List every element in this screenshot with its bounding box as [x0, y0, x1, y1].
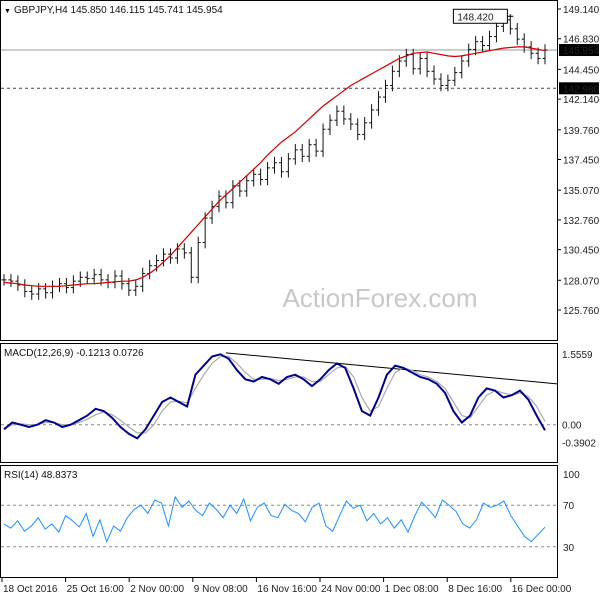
- support-price-label: 142.980: [563, 84, 600, 95]
- macd-tick-label: 0.00: [562, 421, 582, 432]
- symbol-menu-icon[interactable]: ▼: [4, 8, 11, 15]
- time-tick-label: 9 Nov 08:00: [194, 584, 248, 595]
- price-tick-label: 144.450: [563, 65, 600, 76]
- macd-signal-line: [3, 355, 546, 434]
- time-tick-label: 24 Nov 00:00: [321, 584, 381, 595]
- price-tick-label: 137.450: [563, 156, 600, 167]
- macd-panel-border: [0, 343, 558, 463]
- time-axis: 18 Oct 2016 25 Oct 16:00 2 Nov 00:00 9 Nov …: [1, 578, 572, 595]
- price-panel-border: [0, 0, 558, 341]
- price-tick-label: 132.760: [563, 216, 600, 227]
- macd-axis: 1.5559 0.00 -0.3902: [562, 350, 596, 449]
- current-price-tag: [559, 44, 599, 57]
- time-tick-label: 2 Nov 00:00: [130, 584, 184, 595]
- rsi-axis: 100 70 30: [563, 470, 580, 554]
- price-axis: 149.140 146.830 144.450 142.140 139.760 137.4…: [557, 5, 600, 317]
- price-tick-label: 146.830: [563, 35, 600, 46]
- rsi-panel-title: RSI(14) 48.8373: [4, 470, 78, 481]
- peak-label: 148.420: [457, 12, 494, 23]
- macd-tick-label: -0.3902: [562, 438, 596, 449]
- price-panel-title: GBPJPY,H4 145.850 146.115 145.741 145.95…: [14, 5, 223, 16]
- price-tick-label: 135.070: [563, 186, 600, 197]
- macd-panel: MACD(12,26,9) -0.1213 0.0726: [1, 348, 558, 440]
- rsi-line: [3, 495, 546, 544]
- chart-frame: [0, 0, 558, 578]
- watermark: ActionForex.com: [282, 283, 477, 313]
- rsi-tick-label: 70: [563, 501, 575, 512]
- time-tick-label: 25 Oct 16:00: [67, 584, 125, 595]
- current-price-label: 145.954: [563, 46, 600, 57]
- price-tick-label: 130.450: [563, 246, 600, 257]
- moving-average-line: [3, 46, 546, 287]
- time-tick-label: 1 Dec 08:00: [385, 584, 439, 595]
- price-tick-label: 128.070: [563, 276, 600, 287]
- rsi-panel: RSI(14) 48.8373: [1, 470, 557, 548]
- support-price-tag: [559, 82, 599, 95]
- macd-panel-title: MACD(12,26,9) -0.1213 0.0726: [4, 348, 144, 359]
- rsi-panel-border: [0, 465, 558, 578]
- price-candles: [1, 14, 548, 300]
- macd-main-line: [3, 353, 546, 440]
- time-tick-label: 18 Oct 2016: [3, 584, 58, 595]
- price-tick-label: 149.140: [563, 5, 600, 16]
- price-tick-label: 142.140: [563, 95, 600, 106]
- time-tick-label: 16 Dec 00:00: [512, 584, 572, 595]
- time-tick-label: 16 Nov 16:00: [257, 584, 317, 595]
- time-tick-label: 8 Dec 16:00: [448, 584, 502, 595]
- rsi-tick-label: 100: [563, 470, 580, 481]
- price-tick-label: 125.760: [563, 306, 600, 317]
- price-panel: ▼ GBPJPY,H4 145.850 146.115 145.741 145.…: [1, 5, 557, 300]
- macd-tick-label: 1.5559: [562, 350, 593, 361]
- rsi-tick-label: 30: [563, 543, 575, 554]
- price-tick-label: 139.760: [563, 126, 600, 137]
